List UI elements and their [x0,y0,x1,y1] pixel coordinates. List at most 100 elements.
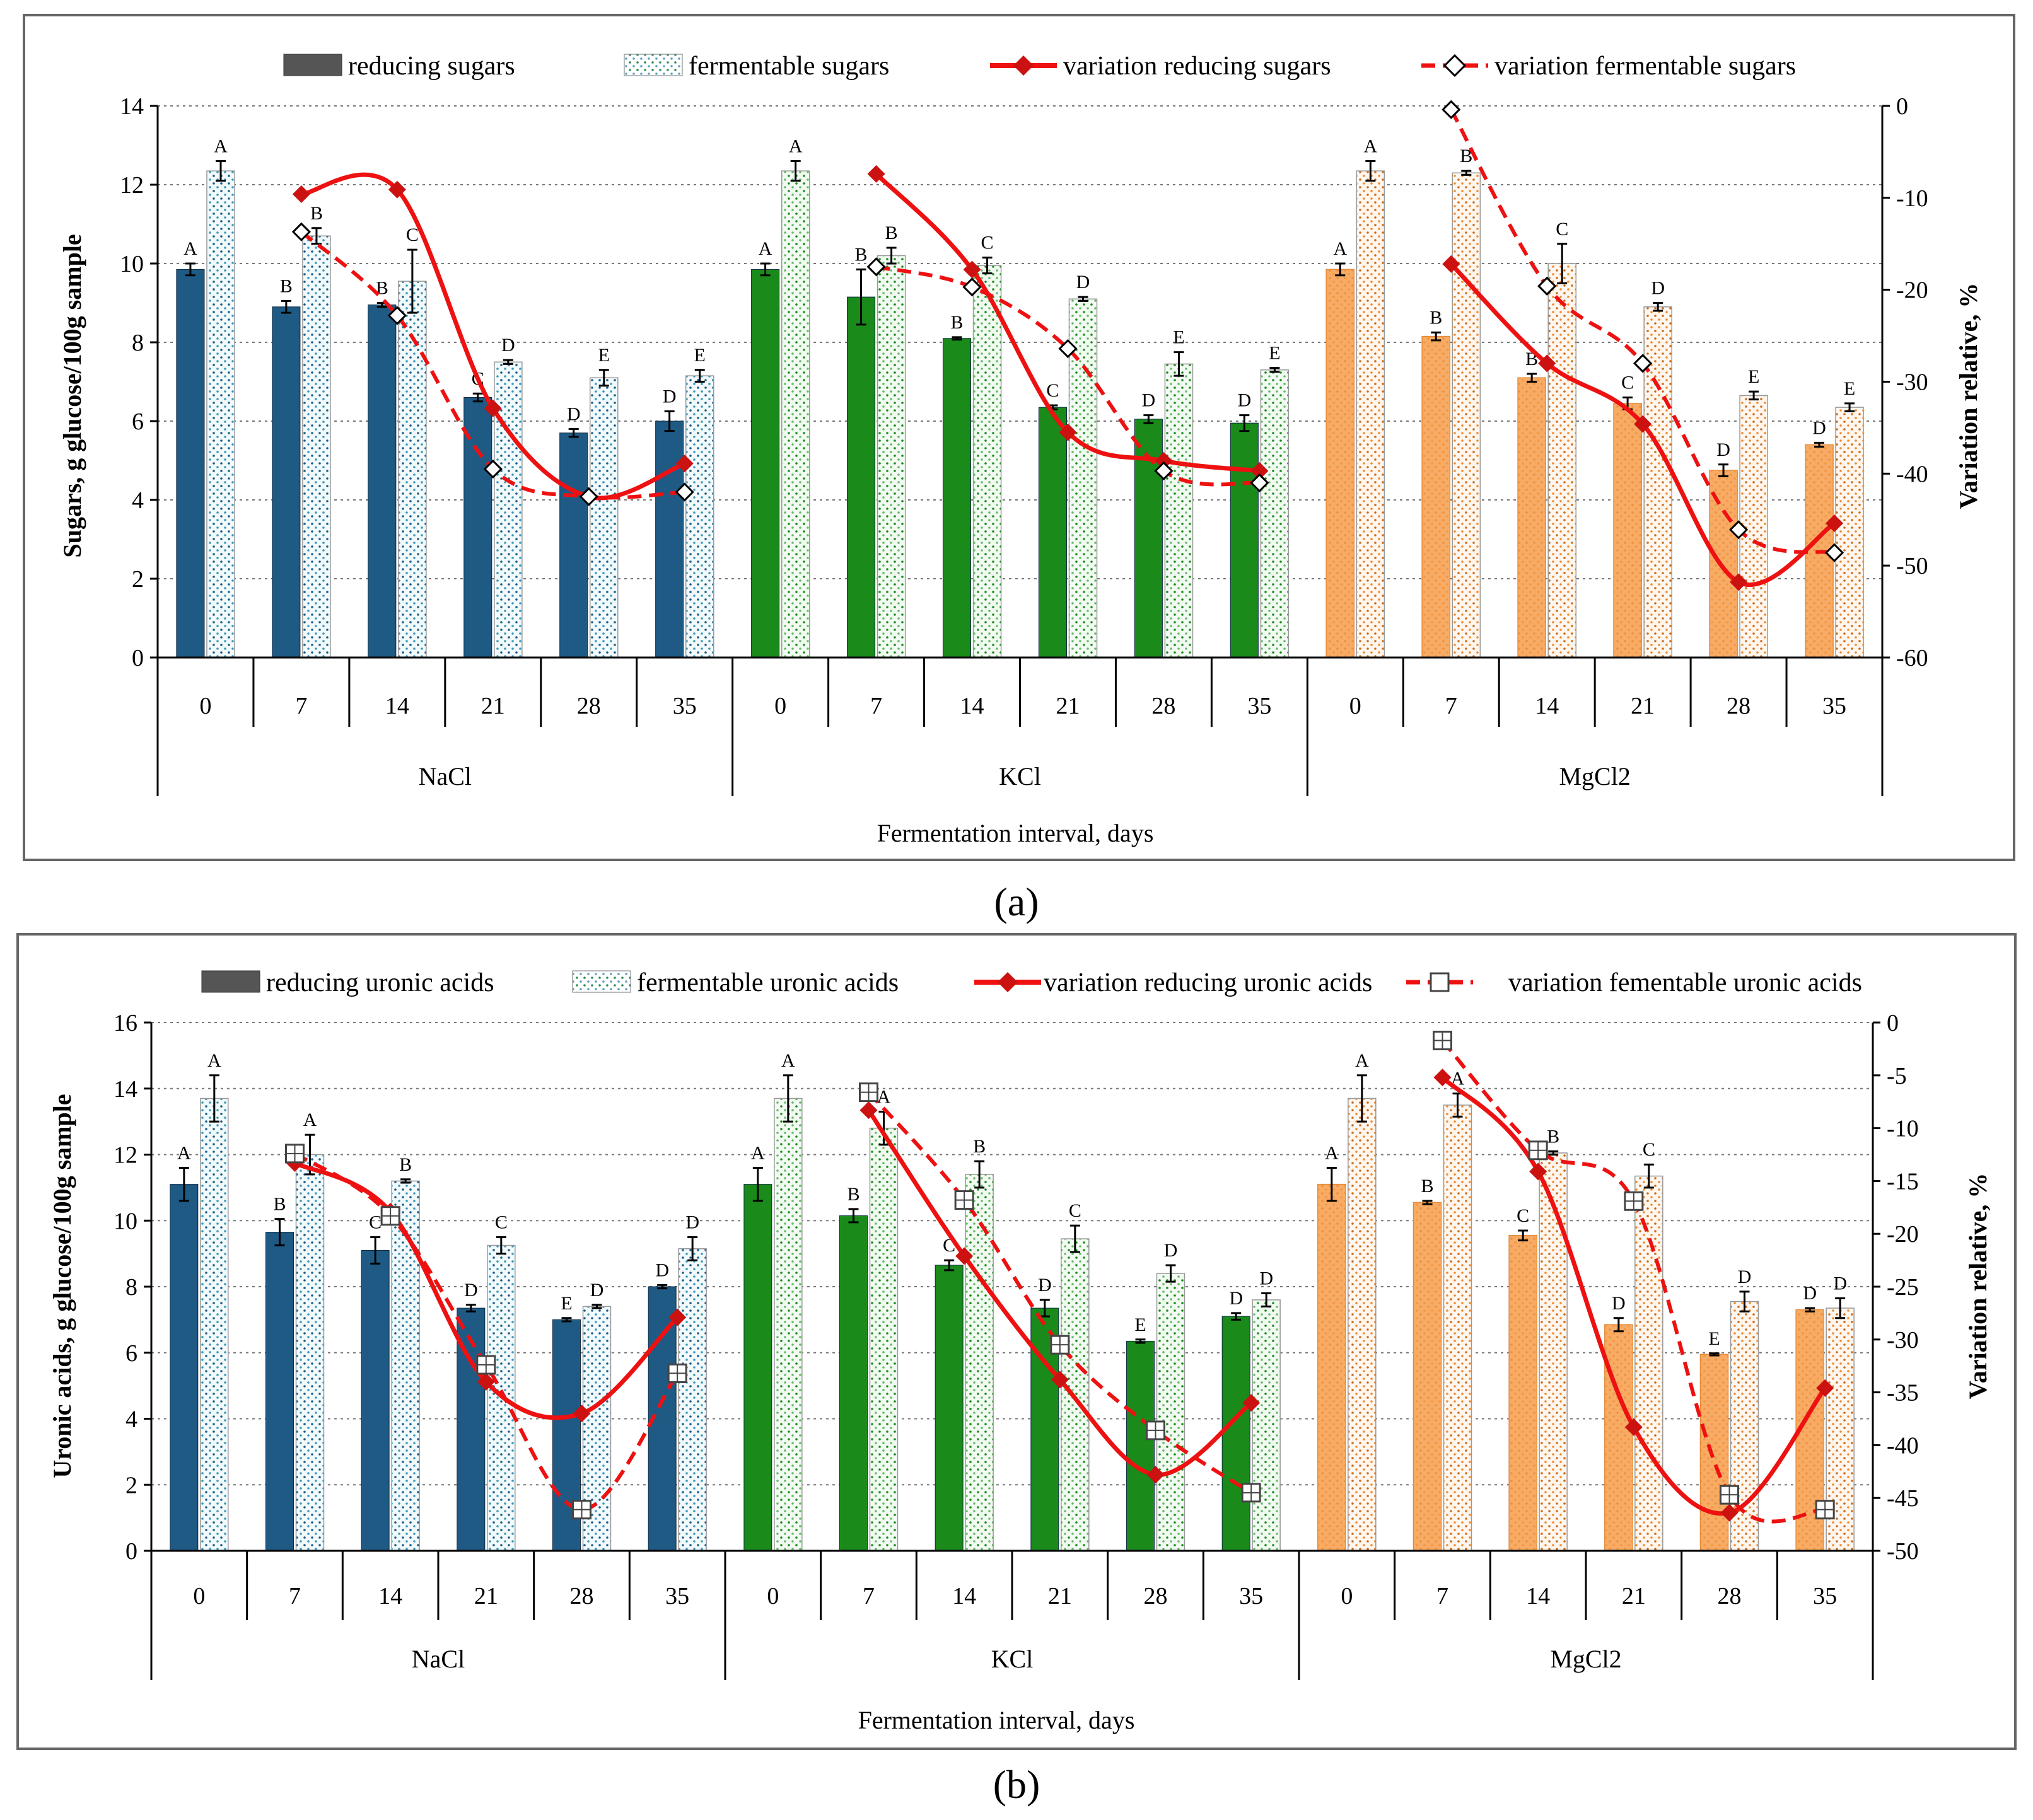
bar-fermentable [1356,170,1385,658]
bar-fermentable [1539,1152,1568,1551]
significance-letter: A [1364,136,1378,157]
significance-letter: B [950,312,963,333]
panel-b-y2-title: Variation relative, % [1964,1173,1992,1400]
significance-letter: A [751,1142,765,1163]
significance-letter: D [464,1280,478,1301]
panel-a-caption: (a) [994,879,1039,924]
bar-fermentable [678,1248,707,1551]
significance-letter: D [1142,390,1156,411]
category-label: 35 [1813,1583,1837,1609]
significance-letter: D [663,386,677,407]
category-label: 21 [481,693,505,719]
y2-tick-label: -15 [1887,1168,1919,1195]
bar-fermentable [965,1174,994,1551]
bar-reducing [170,1184,199,1551]
marker-var-fermentable [1442,100,1461,119]
bar-fermentable [1835,407,1864,658]
group-label: KCl [991,1645,1034,1673]
significance-letter: E [1748,366,1759,387]
legend-marker-var-fermentable-uronic [1430,972,1450,992]
bar-fermentable [1547,263,1577,658]
marker-var-reducing [292,185,310,203]
y2-tick-label: -20 [1896,277,1928,304]
bar-reducing [1221,1316,1250,1551]
y2-tick-label: 0 [1896,93,1908,120]
panel-b: reducing uronic acids fermentable uronic… [16,933,2017,1750]
significance-letter: E [694,345,706,366]
marker-var-fermentable [675,482,694,502]
marker-var-reducing [1634,415,1652,433]
significance-letter: B [399,1154,412,1175]
category-label: 7 [863,1583,875,1609]
panel-a-y-title: Sugars, g glucose/100g sample [58,234,86,557]
category-label: 14 [1526,1583,1550,1609]
marker-var-reducing [1433,1069,1452,1087]
y-tick-label: 2 [125,1472,137,1498]
bar-reducing-shade [1422,336,1450,658]
bar-fermentable [200,1098,229,1551]
significance-letter: E [561,1293,572,1314]
marker-var-reducing [1529,1162,1547,1181]
category-label: 28 [1718,1583,1742,1609]
y2-tick-label: 0 [1887,1010,1899,1036]
panel-b-x-title: Fermentation interval, days [858,1706,1135,1734]
bar-reducing-shade [1518,378,1546,658]
category-label: 14 [952,1583,976,1609]
category-label: 28 [1151,693,1175,719]
y2-tick-label: -10 [1887,1116,1919,1142]
significance-letter: C [1517,1205,1529,1226]
bar-fermentable [295,1154,325,1551]
significance-letter: A [183,238,197,259]
significance-letter: D [1812,417,1826,438]
significance-letter: C [406,224,419,245]
significance-letter: D [1803,1283,1817,1304]
marker-var-reducing [675,455,694,473]
significance-letter: A [1355,1050,1369,1071]
significance-letter: C [369,1212,382,1232]
marker-var-fermentable [1250,473,1269,493]
category-label: 21 [1631,693,1655,719]
category-label: 14 [378,1583,402,1609]
panel-b-legend: reducing uronic acids fermentable uronic… [201,968,1862,997]
bar-reducing-shade [1614,403,1642,658]
category-label: 28 [1144,1583,1168,1609]
line-var-fermentable [875,265,1260,487]
significance-letter: D [655,1260,669,1280]
bar-reducing-shade [1326,269,1354,658]
significance-letter: E [1269,343,1280,364]
marker-var-fermentable [1154,461,1174,481]
significance-letter: D [567,404,581,425]
y2-tick-label: -30 [1896,369,1928,396]
significance-letter: B [1547,1126,1559,1147]
category-label: 0 [1349,693,1361,719]
y2-tick-label: -30 [1887,1327,1919,1353]
marker-var-fermentable [291,222,312,241]
y-tick-label: 4 [125,1406,137,1433]
legend-label-var-fermentable: variation fermentable sugars [1494,52,1796,81]
marker-var-reducing [1059,423,1077,441]
significance-letter: B [848,1184,860,1205]
bar-fermentable [1156,1273,1185,1551]
significance-letter: A [1333,238,1347,259]
significance-letter: A [877,1086,891,1107]
bar-reducing-shade [1604,1324,1633,1551]
marker-var-fermentable [1633,354,1653,373]
category-label: 21 [1622,1583,1646,1609]
legend-swatch-fermentable [624,54,683,76]
line-var-reducing [301,172,685,501]
legend-label-fermentable-uronic: fermentable uronic acids [637,968,899,997]
legend-label-var-reducing-uronic: variation reducing uronic acids [1044,968,1372,997]
y-tick-label: 12 [120,172,144,199]
bar-fermentable [972,265,1002,658]
category-label: 35 [1239,1583,1263,1609]
y2-tick-label: -40 [1887,1432,1919,1459]
significance-letter: B [885,223,898,243]
legend-swatch-reducing-uronic [201,970,260,993]
significance-letter: E [1844,378,1855,399]
category-label: 21 [1048,1583,1072,1609]
marker-var-fermentable [866,257,886,277]
marker-var-reducing [1051,1371,1069,1389]
bar-fermentable [1164,363,1194,658]
category-label: 35 [665,1583,689,1609]
significance-letter: B [1421,1176,1434,1197]
